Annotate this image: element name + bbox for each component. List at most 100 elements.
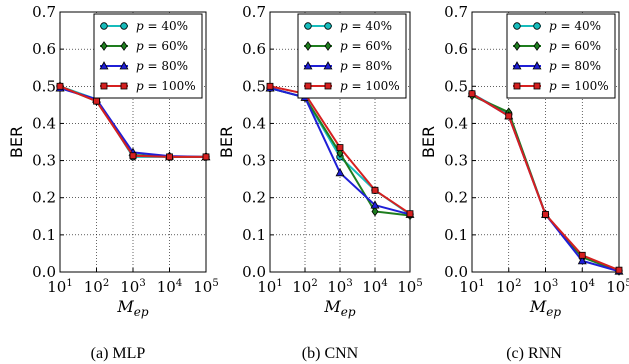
marker-circle <box>100 22 108 30</box>
marker-diamond <box>336 148 344 159</box>
y-tick-label: 0.7 <box>444 3 468 21</box>
legend-label: p = 80% <box>340 59 392 73</box>
y-tick-label: 0.5 <box>444 77 468 95</box>
x-axis-label: Mep <box>116 297 148 319</box>
legend: p = 40% p = 60% p = 80% p = 100% <box>93 13 203 99</box>
x-tick-label: 104 <box>362 278 387 296</box>
x-tick-label: 103 <box>327 278 352 296</box>
y-tick-label: 0.1 <box>444 226 468 244</box>
x-tick-label: 103 <box>120 278 145 296</box>
marker-square <box>542 211 549 218</box>
marker-square <box>166 153 173 161</box>
y-tick-label: 0.0 <box>444 263 468 281</box>
caption: (b) CNN <box>302 345 359 362</box>
legend-box <box>93 13 203 99</box>
marker-square <box>533 82 541 90</box>
marker-circle <box>324 22 332 30</box>
legend-box <box>506 13 616 99</box>
y-tick-label: 0.6 <box>444 40 468 58</box>
x-tick-label: 102 <box>292 278 317 296</box>
y-tick-label: 0.2 <box>444 189 468 207</box>
marker-square <box>578 251 586 259</box>
x-tick-label: 101 <box>47 278 72 296</box>
legend-label: p = 100% <box>549 79 609 93</box>
y-axis-label: BER <box>7 126 26 158</box>
marker-square <box>505 112 513 120</box>
y-tick-label: 0.4 <box>32 114 56 132</box>
marker-square <box>56 82 64 90</box>
marker-square <box>93 97 100 105</box>
marker-diamond <box>533 41 541 51</box>
caption: (c) RNN <box>506 345 562 362</box>
marker-circle <box>304 22 312 30</box>
x-tick-label: 105 <box>397 278 422 296</box>
y-tick-label: 0.4 <box>242 114 266 132</box>
legend-label: p = 80% <box>136 59 188 73</box>
legend-label: p = 60% <box>136 39 188 53</box>
y-tick-label: 0.7 <box>242 3 266 21</box>
legend-box <box>297 13 407 99</box>
y-tick-label: 0.1 <box>32 226 56 244</box>
marker-triangle <box>370 200 380 209</box>
legend-label: p = 100% <box>136 79 196 93</box>
legend-label: p = 40% <box>136 19 188 33</box>
marker-square <box>100 82 108 90</box>
series-4 <box>468 90 623 274</box>
series-4 <box>266 82 414 218</box>
x-tick-label: 102 <box>84 278 109 296</box>
legend-label: p = 40% <box>340 19 392 33</box>
marker-square <box>615 266 623 274</box>
legend-label: p = 80% <box>549 59 601 73</box>
marker-square <box>468 90 476 98</box>
y-tick-label: 0.5 <box>242 77 266 95</box>
marker-diamond <box>100 41 108 51</box>
chart-panel-1: 0.0 0.1 0.2 0.3 0.4 0.5 0.6 0.7 101 102 103 104 105 B… <box>7 3 219 362</box>
x-tick-label: 102 <box>496 278 521 296</box>
y-tick-label: 0.7 <box>32 3 56 21</box>
series-2 <box>266 83 414 221</box>
y-axis-label: BER <box>419 126 438 158</box>
legend: p = 40% p = 60% p = 80% p = 100% <box>506 13 616 99</box>
marker-triangle <box>335 167 345 177</box>
marker-diamond <box>304 41 312 51</box>
marker-diamond <box>324 41 332 51</box>
y-tick-label: 0.2 <box>32 189 56 207</box>
marker-circle <box>120 22 128 30</box>
marker-triangle <box>99 61 109 70</box>
marker-square <box>129 152 137 160</box>
x-tick-label: 101 <box>459 278 484 296</box>
legend-label: p = 40% <box>549 19 601 33</box>
legend-label: p = 100% <box>340 79 400 93</box>
marker-square <box>202 153 210 161</box>
marker-square <box>513 82 521 90</box>
marker-diamond <box>371 206 379 217</box>
x-tick-label: 105 <box>193 278 218 296</box>
x-axis-label: Mep <box>529 297 561 319</box>
y-tick-label: 0.2 <box>242 189 266 207</box>
x-tick-label: 104 <box>157 278 182 296</box>
marker-triangle <box>512 61 522 70</box>
legend-label: p = 60% <box>340 39 392 53</box>
x-axis-label: Mep <box>323 297 355 319</box>
x-tick-label: 105 <box>606 278 629 296</box>
series-4 <box>56 82 210 161</box>
marker-triangle <box>577 256 587 265</box>
chart-panel-2: 0.0 0.1 0.2 0.3 0.4 0.5 0.6 0.7 101 102 103 104 105 B… <box>217 3 423 362</box>
marker-triangle <box>323 61 333 70</box>
y-tick-label: 0.6 <box>32 40 56 58</box>
y-tick-label: 0.5 <box>32 77 56 95</box>
marker-square <box>406 210 414 218</box>
y-tick-label: 0.3 <box>32 152 56 170</box>
y-tick-label: 0.6 <box>242 40 266 58</box>
marker-diamond <box>120 41 128 51</box>
marker-square <box>266 82 274 90</box>
y-tick-label: 0.3 <box>242 152 266 170</box>
x-tick-label: 101 <box>257 278 282 296</box>
marker-square <box>371 186 379 194</box>
marker-square <box>336 144 344 151</box>
marker-circle <box>533 22 541 30</box>
caption: (a) MLP <box>91 345 146 362</box>
legend-label: p = 60% <box>549 39 601 53</box>
marker-triangle <box>303 61 313 70</box>
